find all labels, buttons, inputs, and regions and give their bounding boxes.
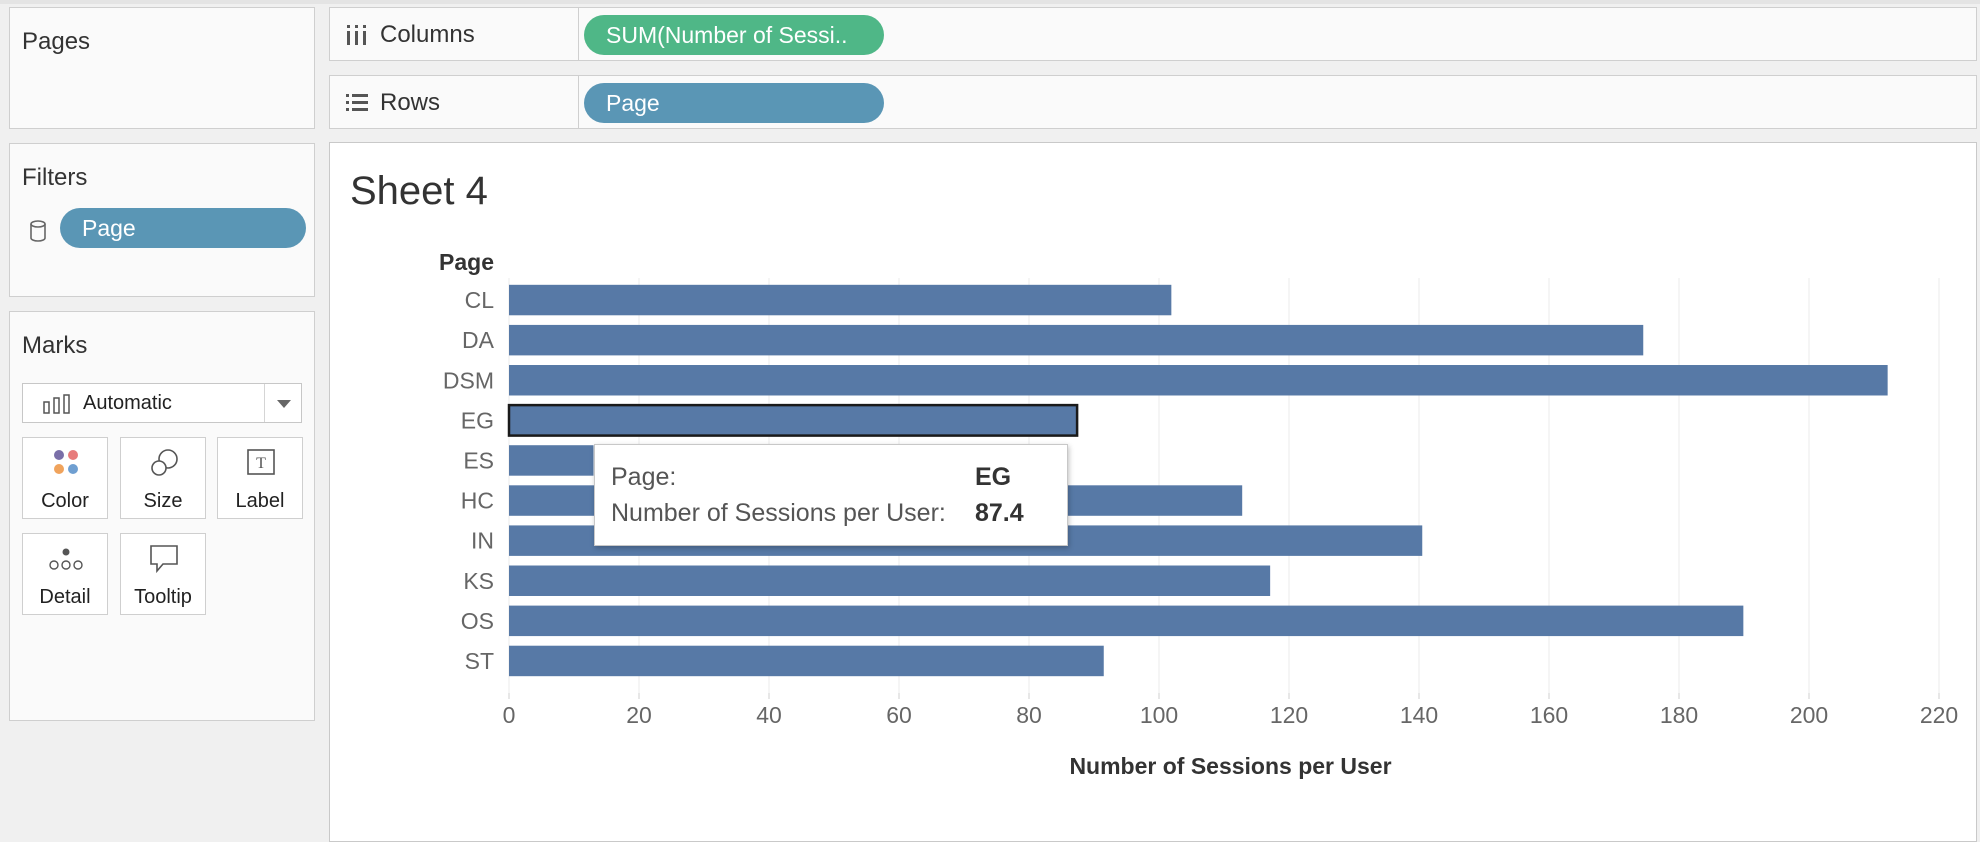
mark-type-value: Automatic xyxy=(83,392,172,414)
label-button-label: Label xyxy=(235,490,285,512)
detail-button-label: Detail xyxy=(39,586,91,608)
label-button[interactable]: T Label xyxy=(217,437,303,519)
x-tick-label: 20 xyxy=(626,702,652,728)
x-tick-label: 180 xyxy=(1660,702,1698,728)
dropdown-divider xyxy=(264,384,265,422)
bar[interactable] xyxy=(509,365,1888,396)
filters-panel-title: Filters xyxy=(22,164,88,191)
marks-panel-title: Marks xyxy=(22,332,88,359)
svg-text:T: T xyxy=(256,455,266,472)
bar[interactable] xyxy=(509,324,1644,356)
tooltip-icon xyxy=(150,545,178,574)
size-icon xyxy=(151,449,178,476)
columns-shelf-divider xyxy=(578,8,579,60)
tooltip-button[interactable]: Tooltip xyxy=(120,533,206,615)
rows-icon xyxy=(346,94,368,111)
x-tick-label: 60 xyxy=(886,702,912,728)
columns-pill[interactable]: SUM(Number of Sessi.. xyxy=(584,15,884,55)
tooltip-button-label: Tooltip xyxy=(134,586,192,608)
sheet-view[interactable]: Sheet 4 0 20 40 60 80 100 120 140 160 180 200 220 Pa… xyxy=(329,142,1977,842)
rows-shelf-divider xyxy=(578,76,579,128)
bar[interactable] xyxy=(509,605,1744,637)
category-label: DSM xyxy=(443,367,494,393)
color-icon xyxy=(54,450,78,474)
bar[interactable] xyxy=(509,284,1172,316)
size-button-label: Size xyxy=(143,490,183,512)
bar-chart[interactable]: 0 20 40 60 80 100 120 140 160 180 200 220 Page CL DA DS… xyxy=(330,143,1976,841)
columns-shelf-label: Columns xyxy=(380,21,475,48)
sheet-title: Sheet 4 xyxy=(350,169,488,213)
tooltip-field2-value: 87.4 xyxy=(975,499,1024,527)
bar[interactable] xyxy=(507,403,1079,437)
category-label: OS xyxy=(461,608,494,634)
tooltip-field2-label: Number of Sessions per User: xyxy=(611,499,946,527)
category-label: DA xyxy=(462,327,495,353)
rows-pill[interactable]: Page xyxy=(584,83,884,123)
detail-icon xyxy=(49,548,83,570)
category-label: IN xyxy=(471,528,494,554)
x-tick-label: 160 xyxy=(1530,702,1568,728)
hover-tooltip: Page: EG Number of Sessions per User: 87… xyxy=(594,444,1068,546)
category-label: CL xyxy=(465,287,495,313)
top-edge-strip xyxy=(0,0,1980,4)
row-header-label: Page xyxy=(439,249,494,275)
category-label: KS xyxy=(463,568,494,594)
x-tick-label: 40 xyxy=(756,702,782,728)
tooltip-field1-label: Page: xyxy=(611,463,677,491)
color-button-label: Color xyxy=(41,490,89,512)
pages-panel[interactable]: Pages xyxy=(9,7,315,129)
x-tick-label: 120 xyxy=(1270,702,1308,728)
detail-button[interactable]: Detail xyxy=(22,533,108,615)
pages-panel-title: Pages xyxy=(22,28,91,55)
bar[interactable] xyxy=(509,445,594,476)
color-button[interactable]: Color xyxy=(22,437,108,519)
filter-pill-page[interactable]: Page xyxy=(60,208,306,248)
rows-shelf-label: Rows xyxy=(380,89,441,116)
x-tick-label: 220 xyxy=(1920,702,1958,728)
x-tick-label: 140 xyxy=(1400,702,1438,728)
filters-panel[interactable]: Filters Page xyxy=(9,143,315,297)
category-label: ES xyxy=(463,447,494,473)
database-icon xyxy=(30,220,46,242)
x-tick-label: 100 xyxy=(1140,702,1178,728)
mark-type-dropdown[interactable]: Automatic xyxy=(22,383,302,423)
chevron-down-icon[interactable] xyxy=(276,399,292,409)
label-icon: T xyxy=(247,449,275,475)
tooltip-field1-value: EG xyxy=(975,463,1012,491)
rows-shelf[interactable]: Rows Page xyxy=(329,75,1977,129)
category-label: HC xyxy=(461,488,494,514)
x-axis-title: Number of Sessions per User xyxy=(1069,753,1391,779)
x-tick-label: 200 xyxy=(1790,702,1828,728)
size-button[interactable]: Size xyxy=(120,437,206,519)
bar[interactable] xyxy=(509,565,1271,596)
category-label: ST xyxy=(465,648,494,674)
bar[interactable] xyxy=(509,645,1104,677)
columns-shelf[interactable]: Columns SUM(Number of Sessi.. xyxy=(329,7,1977,61)
x-tick-label: 80 xyxy=(1016,702,1042,728)
columns-icon xyxy=(347,25,366,45)
bar-chart-icon xyxy=(43,394,70,414)
x-tick-label: 0 xyxy=(503,702,516,728)
category-label: EG xyxy=(461,407,494,433)
marks-panel[interactable]: Marks Automatic Color Size T xyxy=(9,311,315,721)
